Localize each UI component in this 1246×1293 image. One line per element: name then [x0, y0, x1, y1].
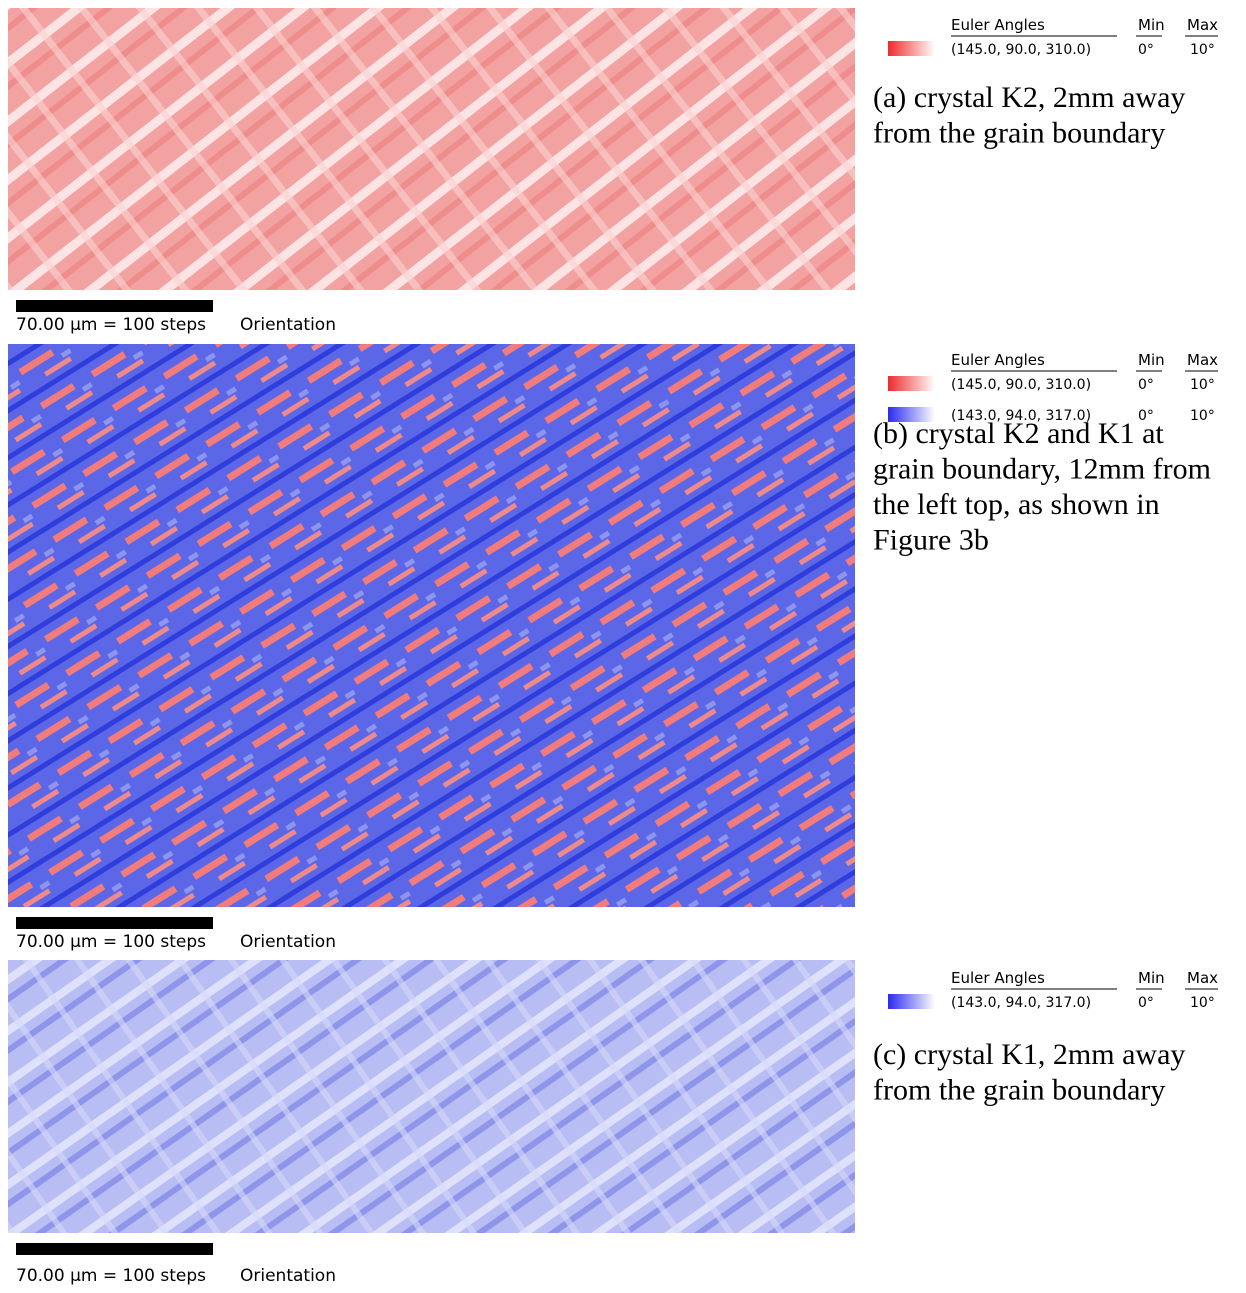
caption-line: (c) crystal K1, 2mm away — [873, 1038, 1185, 1071]
map-label: Orientation — [240, 1266, 336, 1286]
caption-line: grain boundary, 12mm from — [873, 453, 1211, 486]
legend-title: Euler Angles — [951, 16, 1045, 34]
orientation-map — [8, 8, 855, 290]
scale-label: 70.00 µm = 100 steps — [16, 932, 206, 952]
caption-line: (a) crystal K2, 2mm away — [873, 81, 1185, 114]
legend-swatch — [888, 994, 935, 1009]
legend-min: 0° — [1138, 377, 1154, 393]
legend-max-header: Max — [1187, 16, 1218, 34]
caption-line: from the grain boundary — [873, 117, 1165, 150]
orientation-map — [8, 344, 855, 907]
legend-min-header: Min — [1138, 969, 1165, 987]
scale-label: 70.00 µm = 100 steps — [16, 315, 206, 335]
legend-max-header: Max — [1187, 351, 1218, 369]
legend-max: 10° — [1190, 42, 1215, 58]
legend-min: 0° — [1138, 408, 1154, 424]
caption-line: Figure 3b — [873, 524, 989, 557]
scale-bar — [16, 300, 213, 312]
scale-label: 70.00 µm = 100 steps — [16, 1266, 206, 1286]
legend-swatch — [888, 376, 935, 391]
orientation-map — [8, 960, 855, 1233]
legend-title: Euler Angles — [951, 351, 1045, 369]
legend-min-header: Min — [1138, 351, 1165, 369]
legend-angles: (145.0, 90.0, 310.0) — [951, 377, 1091, 393]
legend-max: 10° — [1190, 408, 1215, 424]
map-label: Orientation — [240, 932, 336, 952]
scale-bar — [16, 1243, 213, 1255]
legend-angles: (145.0, 90.0, 310.0) — [951, 42, 1091, 58]
legend-swatch — [888, 41, 935, 56]
legend-min-header: Min — [1138, 16, 1165, 34]
caption-line: the left top, as shown in — [873, 488, 1160, 521]
map-label: Orientation — [240, 315, 336, 335]
legend-max: 10° — [1190, 377, 1215, 393]
legend-min: 0° — [1138, 42, 1154, 58]
caption-line: (b) crystal K2 and K1 at — [873, 417, 1164, 450]
legend-max-header: Max — [1187, 969, 1218, 987]
legend-angles: (143.0, 94.0, 317.0) — [951, 408, 1091, 424]
legend-title: Euler Angles — [951, 969, 1045, 987]
legend-min: 0° — [1138, 995, 1154, 1011]
legend-swatch — [888, 407, 935, 422]
legend-max: 10° — [1190, 995, 1215, 1011]
caption-line: from the grain boundary — [873, 1074, 1165, 1107]
scale-bar — [16, 917, 213, 929]
legend-angles: (143.0, 94.0, 317.0) — [951, 995, 1091, 1011]
